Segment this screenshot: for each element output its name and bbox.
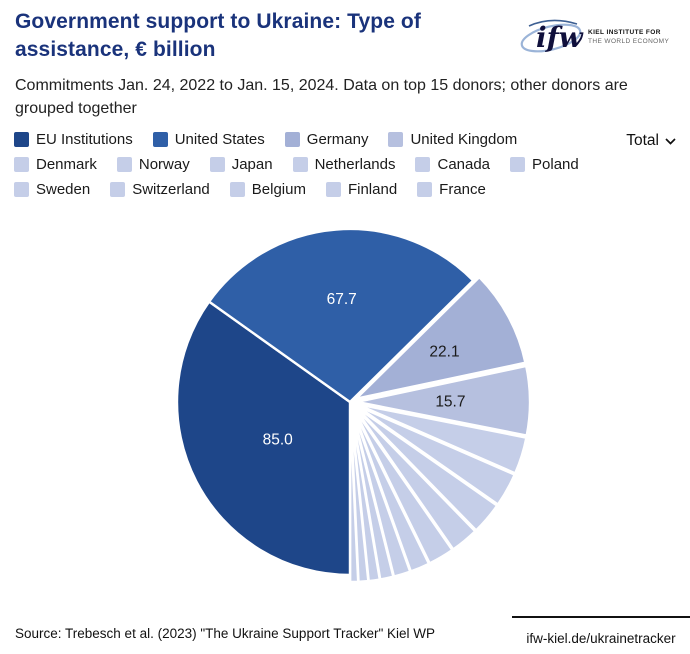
view-selector-dropdown[interactable]: Total [626,132,676,150]
legend-swatch [388,132,404,147]
legend-label: Poland [532,156,579,173]
logo-wordmark: ifw [536,21,584,54]
pie-slice-germany[interactable] [354,275,527,400]
legend-swatch [292,157,308,172]
legend-item-finland[interactable]: Finland [325,181,398,198]
legend-label: Netherlands [314,156,396,173]
chart-subtitle: Commitments Jan. 24, 2022 to Jan. 15, 20… [15,77,628,118]
source-note: Source: Trebesch et al. (2023) "The Ukra… [15,626,436,641]
page-title: Government support to Ukraine: Type of a… [15,10,421,61]
legend-swatch [152,132,168,147]
legend-swatch [14,182,29,197]
legend-item-eu-institutions[interactable]: EU Institutions [14,131,133,148]
pie-slice-japan[interactable] [354,405,499,532]
legend-swatch [14,132,29,147]
legend-swatch [325,182,341,197]
legend-item-canada[interactable]: Canada [415,156,490,173]
view-selector-label: Total [626,132,659,149]
pie-slice-eu-institutions[interactable] [175,300,352,577]
legend-item-united-states[interactable]: United States [152,131,265,148]
legend-item-netherlands[interactable]: Netherlands [292,156,396,173]
slice-value-label-eu-institutions: 85.0 [263,432,294,449]
legend-label: Norway [138,156,190,173]
legend-swatch [417,182,433,197]
legend-label: Sweden [36,181,91,198]
legend-item-belgium[interactable]: Belgium [229,181,306,198]
legend-item-united-kingdom[interactable]: United Kingdom [388,131,517,148]
legend-label: Finland [347,181,398,198]
tracker-link[interactable]: ifw-kiel.de/ukrainetracker [512,616,690,646]
pie-slice-denmark[interactable] [355,402,528,475]
legend-swatch [14,157,29,172]
kiel-institute-logo: ifw KIEL INSTITUTE FOR THE WORLD ECONOMY [519,12,684,60]
legend-item-norway[interactable]: Norway [116,156,190,173]
pie-slice-united-states[interactable] [207,227,475,404]
legend-swatch [209,157,225,172]
slice-value-label-germany: 22.1 [429,344,459,361]
legend-label: Germany [306,131,369,148]
pie-slice-norway[interactable] [354,404,516,506]
legend-item-sweden[interactable]: Sweden [14,181,90,198]
legend-item-switzerland[interactable]: Switzerland [110,181,210,198]
chevron-down-icon [665,137,676,145]
legend-item-france[interactable]: France [417,181,486,198]
legend-label: EU Institutions [36,131,133,148]
legend-label: United Kingdom [410,131,518,148]
pie-slice-united-kingdom[interactable] [355,364,532,437]
legend-swatch [229,182,245,197]
legend-item-japan[interactable]: Japan [209,156,273,173]
pie-chart: 85.0 67.7 22.1 15.7 [0,205,690,600]
legend: EU Institutions United States Germany Unite… [14,131,614,198]
legend-item-denmark[interactable]: Denmark [14,156,97,173]
slice-value-label-united-kingdom: 15.7 [435,394,465,411]
legend-item-germany[interactable]: Germany [284,131,369,148]
logo-line1: KIEL INSTITUTE FOR [588,29,661,36]
legend-label: Canada [437,156,491,173]
legend-item-poland[interactable]: Poland [510,156,579,173]
legend-swatch [110,182,126,197]
legend-label: United States [174,131,265,148]
legend-label: France [439,181,486,198]
pie-slice-france[interactable] [348,407,360,584]
legend-swatch [284,132,300,147]
legend-label: Switzerland [132,181,210,198]
legend-swatch [510,157,526,172]
legend-swatch [116,157,132,172]
globe-icon: ifw KIEL INSTITUTE FOR THE WORLD ECONOMY [520,19,669,54]
legend-swatch [415,157,431,172]
legend-label: Denmark [36,156,97,173]
legend-label: Japan [231,156,273,173]
slice-value-label-united-states: 67.7 [327,291,357,308]
logo-line2: THE WORLD ECONOMY [588,38,669,45]
legend-label: Belgium [251,181,306,198]
